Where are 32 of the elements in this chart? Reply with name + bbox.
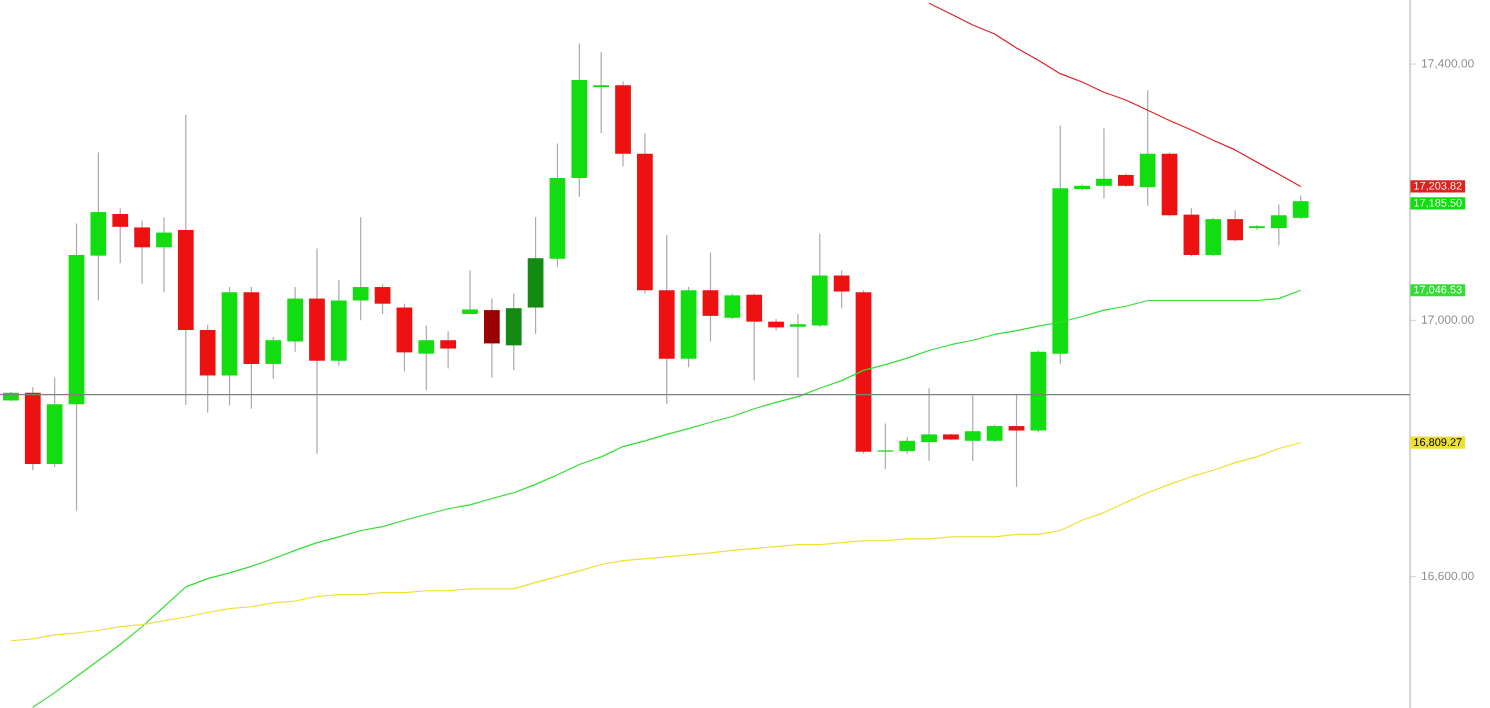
candlestick bbox=[418, 324, 435, 391]
candlestick bbox=[156, 216, 172, 293]
candlestick bbox=[964, 394, 981, 462]
candlestick bbox=[1183, 207, 1200, 257]
candlestick bbox=[1270, 203, 1287, 246]
candlestick bbox=[484, 297, 500, 378]
candlestick bbox=[702, 251, 719, 343]
candlestick bbox=[90, 151, 107, 302]
candlestick bbox=[112, 207, 129, 264]
candlestick bbox=[724, 292, 741, 320]
candlestick bbox=[134, 219, 150, 285]
candlestick bbox=[921, 387, 937, 462]
candlestick bbox=[374, 283, 391, 315]
candlestick bbox=[593, 51, 610, 134]
candlestick bbox=[1096, 127, 1112, 200]
candlestick bbox=[352, 216, 369, 321]
candlestick bbox=[199, 324, 216, 414]
candlestick bbox=[1205, 217, 1222, 257]
candlestick bbox=[1227, 209, 1243, 243]
candlestick bbox=[1139, 89, 1156, 207]
candlestick bbox=[396, 303, 413, 373]
candlestick bbox=[440, 330, 457, 370]
candlestick bbox=[790, 313, 806, 378]
candlestick bbox=[1008, 393, 1025, 488]
candlestick bbox=[833, 269, 850, 309]
candlestick bbox=[746, 292, 763, 382]
candlestick bbox=[1292, 194, 1309, 220]
candlestick bbox=[877, 422, 894, 470]
candlestick bbox=[265, 336, 282, 380]
candlestick bbox=[462, 269, 478, 315]
candlestick bbox=[287, 286, 303, 353]
candlestick bbox=[505, 292, 522, 371]
